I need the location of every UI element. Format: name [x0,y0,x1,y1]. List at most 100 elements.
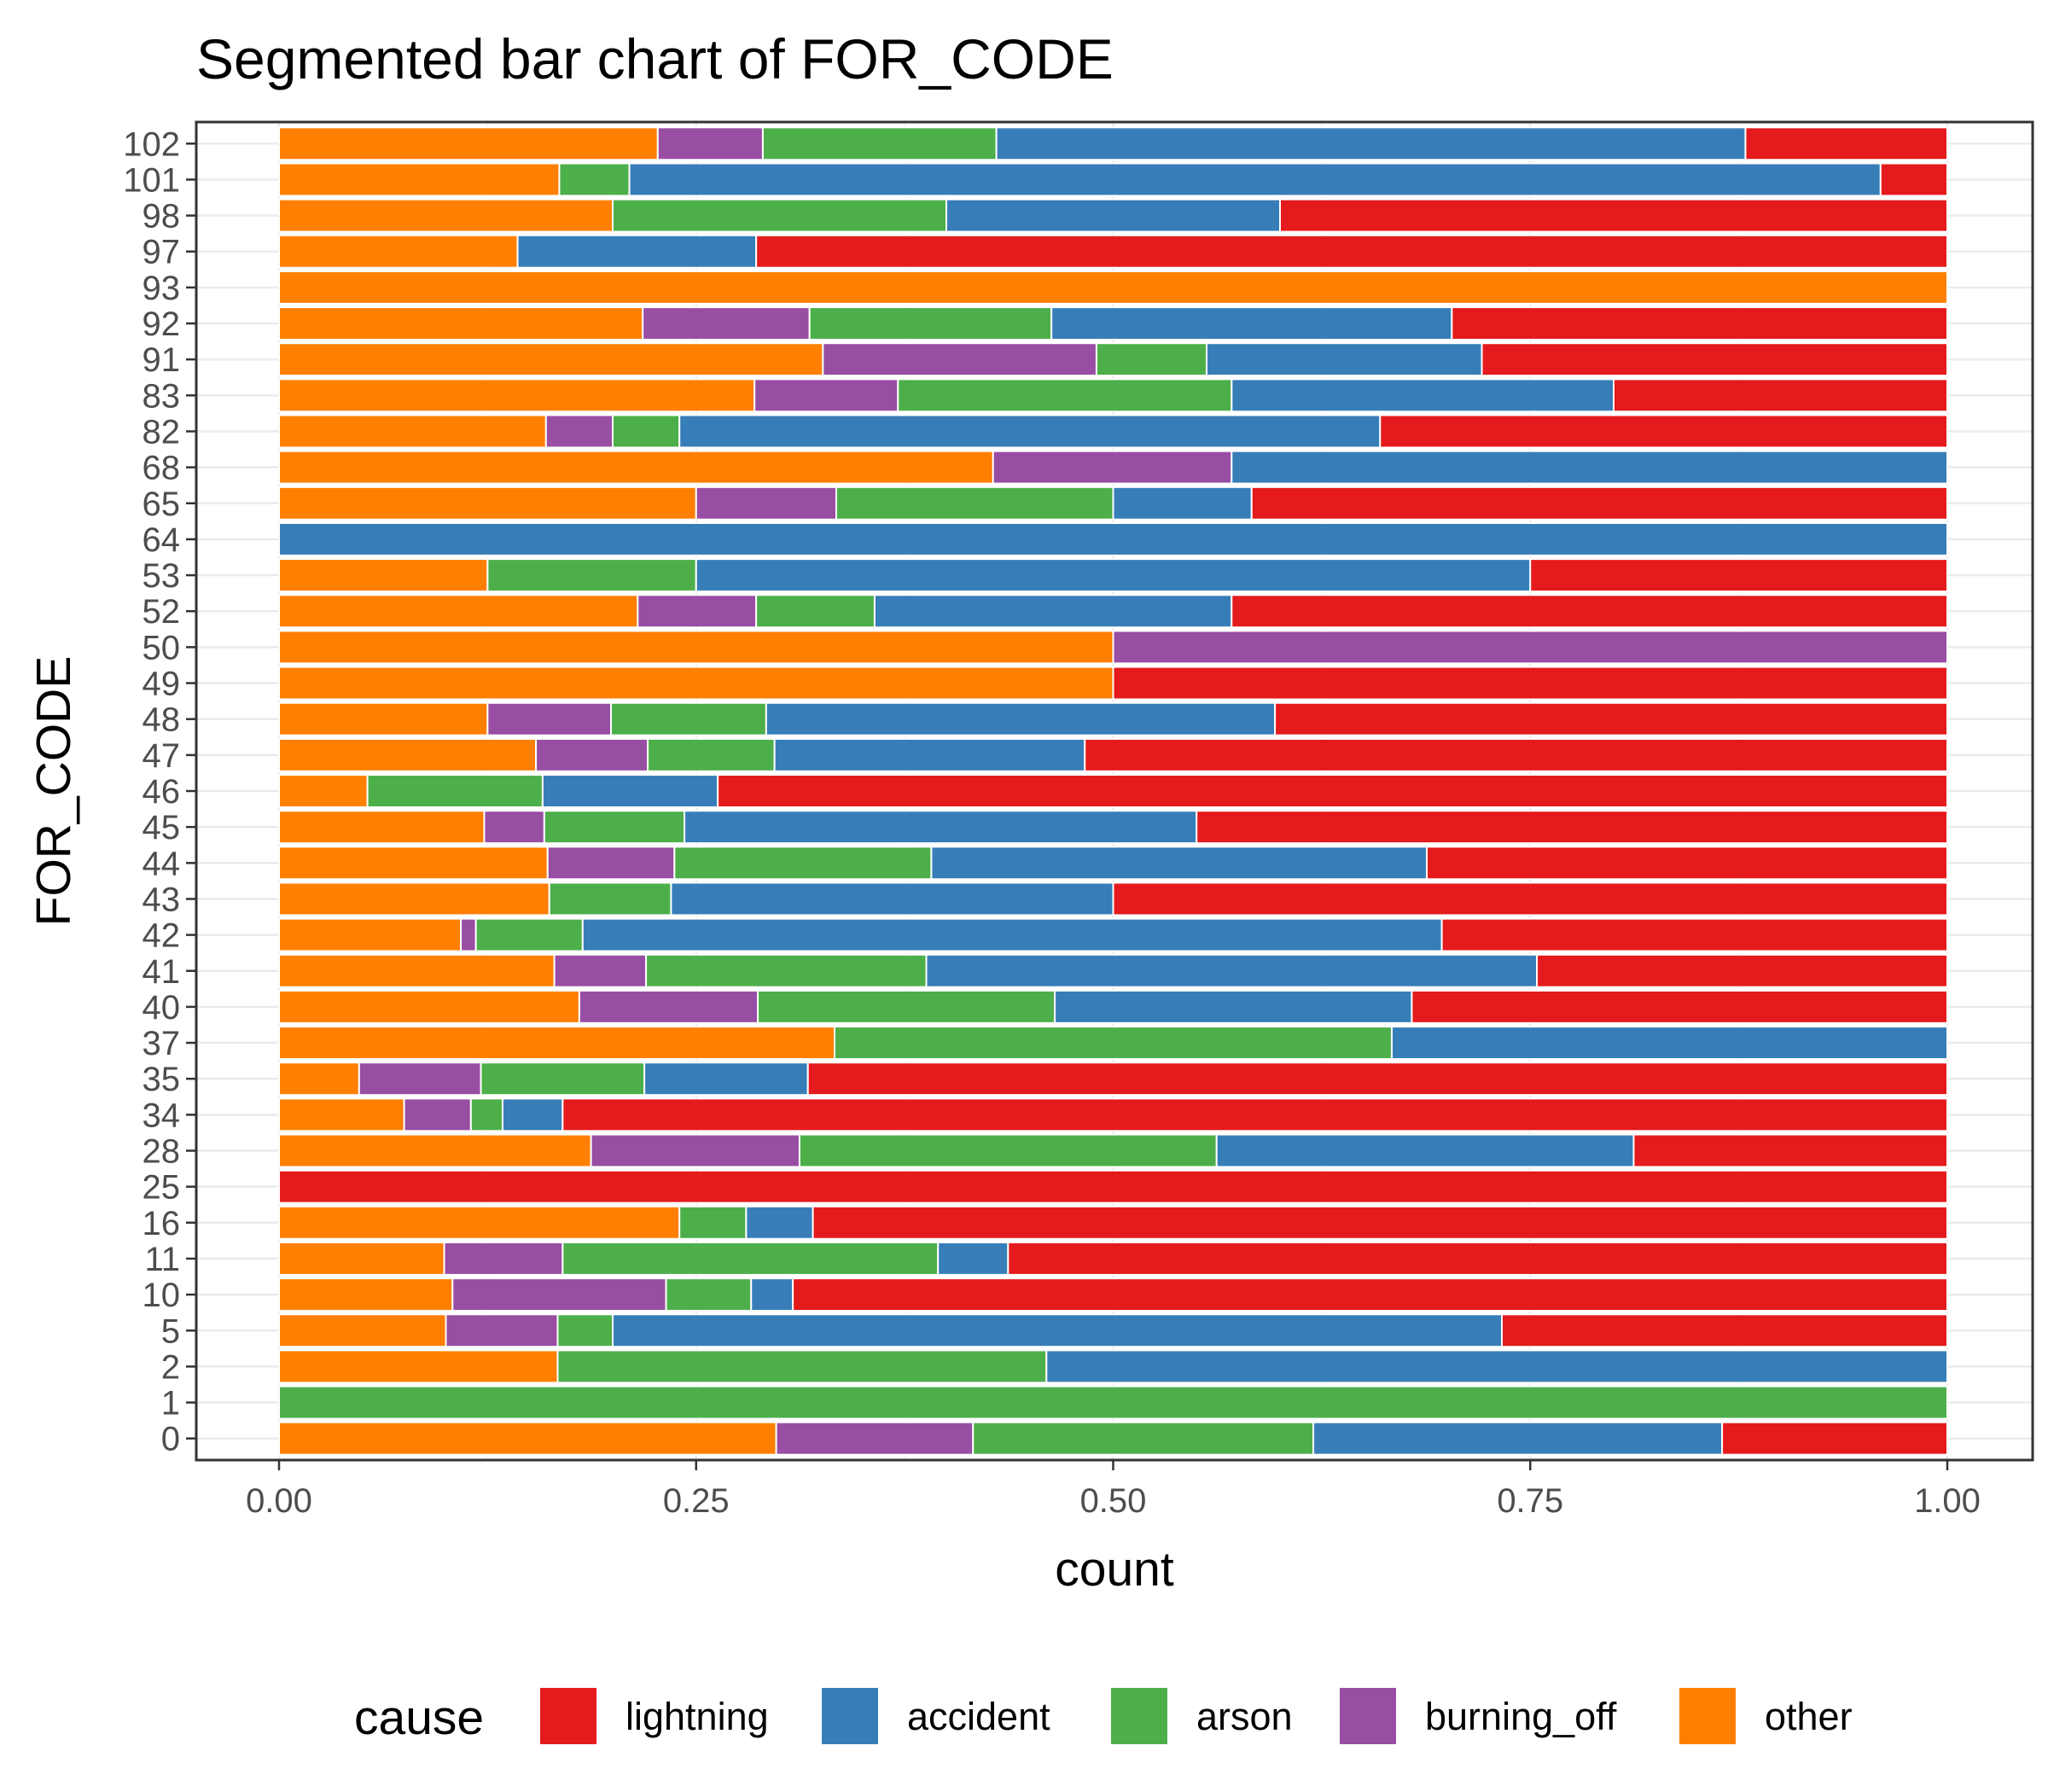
bar-segment-arson-44 [673,846,933,881]
y-tick-label: 53 [143,557,181,595]
bar-segment-other-91 [278,342,824,377]
bar-segment-lightning-98 [1279,198,1948,233]
y-tick-label: 5 [161,1312,180,1350]
y-tick-label: 83 [143,377,181,415]
legend-key-accident [822,1688,878,1744]
bar-segment-accident-0 [1312,1421,1724,1456]
bars [278,126,1949,1456]
y-tick-label: 64 [143,521,181,559]
bar-segment-arson-98 [612,198,947,233]
y-tick-label: 46 [143,773,181,811]
bar-segment-burning_off-91 [822,342,1097,377]
bar-segment-other-49 [278,666,1114,701]
bar-segment-burning_off-0 [775,1421,975,1456]
y-tick-label: 49 [143,666,181,703]
y-tick-label: 93 [143,270,181,307]
bar-segment-lightning-48 [1274,701,1948,736]
y-tick-label: 40 [143,989,181,1027]
bar-segment-arson-46 [366,774,544,808]
bar-segment-other-43 [278,881,550,916]
bar-segment-arson-11 [561,1241,940,1276]
bar-segment-arson-1 [278,1385,1948,1420]
bar-segment-arson-101 [558,162,631,197]
bar-segment-lightning-28 [1632,1133,1948,1168]
bar-segment-accident-102 [995,126,1747,161]
bar-segment-arson-42 [474,917,584,952]
bar-segment-accident-83 [1231,378,1615,413]
bar-segment-lightning-101 [1879,162,1949,197]
bar-segment-burning_off-48 [486,701,613,736]
bar-segment-burning_off-41 [553,953,648,988]
y-tick-label: 1 [161,1385,180,1423]
bar-segment-lightning-44 [1426,846,1949,881]
bar-segment-accident-47 [773,737,1086,772]
bar-segment-accident-28 [1215,1133,1635,1168]
bar-segment-other-41 [278,953,556,988]
y-tick-label: 43 [143,881,181,918]
bar-segment-other-0 [278,1421,777,1456]
legend-key-other [1679,1688,1736,1744]
bar-segment-arson-40 [757,989,1056,1024]
x-tick-label: 1.00 [1914,1482,1981,1520]
bar-segment-burning_off-10 [451,1277,667,1312]
bar-segment-other-83 [278,378,756,413]
bar-segment-accident-64 [278,521,1948,556]
legend-key-arson [1111,1688,1167,1744]
bar-segment-other-53 [278,558,489,593]
y-tick-label: 101 [123,161,180,199]
bar-segment-arson-43 [548,881,672,916]
bar-segment-other-42 [278,917,463,952]
x-axis-title: count [1055,1542,1174,1597]
bar-segment-other-45 [278,810,486,845]
bar-segment-lightning-0 [1721,1421,1948,1456]
bar-segment-arson-45 [543,810,686,845]
bar-segment-arson-16 [678,1205,748,1240]
bar-segment-lightning-11 [1007,1241,1948,1276]
bar-segment-accident-46 [541,774,719,808]
bar-segment-other-10 [278,1277,454,1312]
bar-segment-lightning-16 [812,1205,1948,1240]
bar-segment-lightning-91 [1481,342,1949,377]
y-tick-label: 68 [143,450,181,487]
y-tick-label: 2 [161,1348,180,1386]
bar-segment-other-28 [278,1133,592,1168]
y-tick-label: 28 [143,1133,181,1171]
x-tick-label: 0.25 [663,1482,730,1520]
bar-segment-arson-47 [647,737,776,772]
bar-segment-accident-2 [1045,1349,1948,1384]
bar-segment-accident-34 [501,1097,564,1132]
bar-segment-burning_off-92 [642,306,811,341]
y-tick-label: 34 [143,1097,181,1134]
bar-segment-burning_off-50 [1112,630,1948,665]
bar-segment-accident-92 [1050,306,1453,341]
bar-segment-arson-102 [761,126,998,161]
bar-segment-accident-41 [925,953,1539,988]
bar-segment-lightning-40 [1411,989,1948,1024]
bar-segment-burning_off-40 [578,989,759,1024]
bar-segment-accident-98 [945,198,1281,233]
bar-segment-other-97 [278,234,519,269]
bar-segment-other-68 [278,450,994,485]
y-tick-label: 97 [143,234,181,271]
bar-segment-lightning-25 [278,1169,1948,1204]
bar-segment-other-101 [278,162,561,197]
bar-segment-lightning-49 [1112,666,1948,701]
legend-title: cause [354,1690,484,1745]
y-tick-label: 42 [143,917,181,955]
bar-segment-accident-16 [745,1205,814,1240]
bar-segment-accident-11 [937,1241,1009,1276]
bar-segment-other-65 [278,486,697,521]
bar-segment-other-98 [278,198,614,233]
bar-segment-lightning-92 [1451,306,1948,341]
bar-segment-other-2 [278,1349,559,1384]
bar-segment-burning_off-52 [637,594,758,629]
bar-segment-other-37 [278,1026,836,1061]
bar-segment-lightning-34 [561,1097,1948,1132]
bar-segment-arson-91 [1095,342,1207,377]
legend-label-other: other [1765,1695,1853,1738]
bar-segment-arson-10 [665,1277,753,1312]
bar-segment-other-52 [278,594,639,629]
y-tick-label: 98 [143,198,181,236]
bar-segment-burning_off-28 [590,1133,800,1168]
bar-segment-accident-53 [695,558,1532,593]
